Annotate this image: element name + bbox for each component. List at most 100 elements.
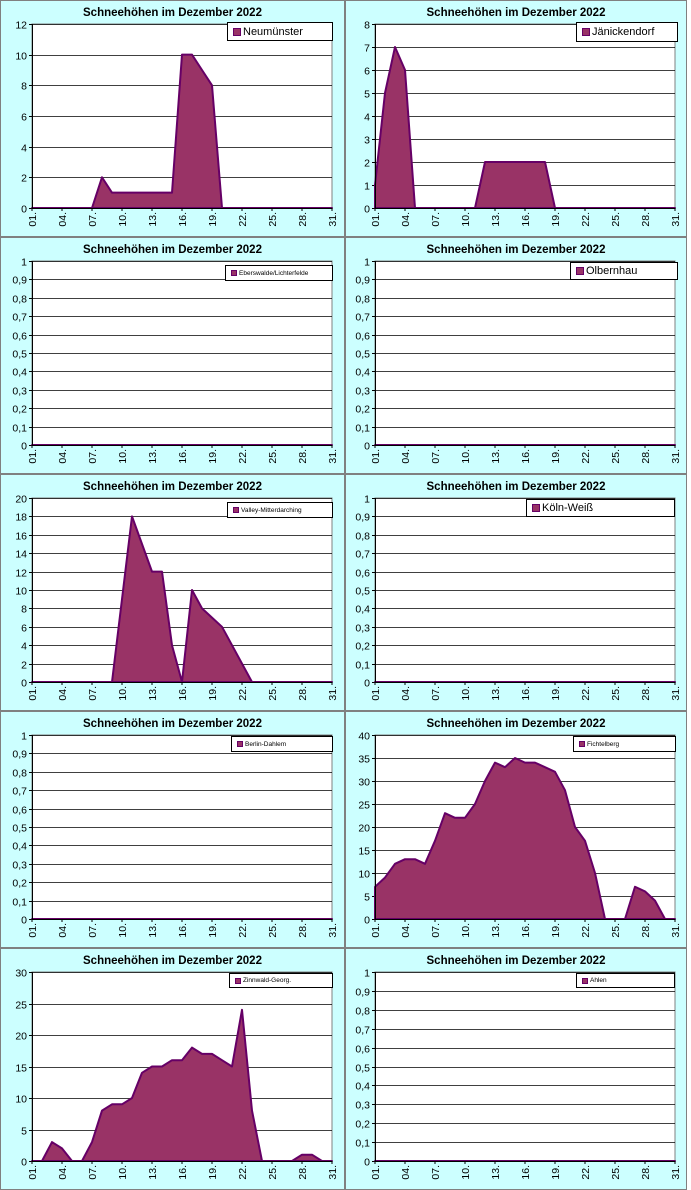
chart-panel-jaenickendorf: 0 1 2 3 4 5 6 7 8 01. 04. 07. 10. 13. 16. 19. 22. 25. 28. 3… (345, 0, 687, 237)
y-tick-label: 10 (358, 869, 370, 881)
chart-panel-olbernhau: 0 0,1 0,2 0,3 0,4 0,5 0,6 0,7 0,8 0,9 1 01. 04. 07. 10… (345, 237, 687, 474)
x-tick-label: 31. (670, 1165, 682, 1180)
y-tick-label: 0,9 (12, 275, 27, 287)
x-tick-label: 07. (87, 212, 99, 227)
x-tick-label: 19. (550, 449, 562, 464)
legend: Neumünster (227, 22, 333, 41)
x-tick-label: 28. (297, 212, 309, 227)
y-tick-label: 0,2 (12, 878, 27, 890)
legend-label: Berlin-Dahlem (245, 740, 287, 748)
y-tick-label: 0,8 (355, 1006, 370, 1018)
chart-title: Schneehöhen im Dezember 2022 (83, 718, 262, 730)
y-tick-label: 0,9 (355, 512, 370, 524)
y-tick-label: 1 (364, 494, 370, 506)
y-tick-label: 0,7 (12, 786, 27, 798)
y-tick-label: 0,1 (355, 423, 370, 435)
x-tick-label: 07. (87, 1165, 99, 1180)
legend-swatch (233, 507, 239, 513)
x-tick-label: 22. (237, 686, 249, 701)
y-tick-label: 0,2 (355, 404, 370, 416)
legend-label: Neumünster (243, 25, 303, 38)
chart-svg: 0 2 4 6 8 10 12 01. 04. 07. 10. 13. 16. 19. 22. 25. 28. 3… (15, 20, 339, 227)
y-tick-label: 0,3 (12, 386, 27, 398)
y-tick-label: 7 (364, 43, 370, 55)
legend-swatch (233, 27, 241, 36)
y-tick-label: 0,2 (355, 641, 370, 653)
x-tick-label: 10. (117, 686, 129, 701)
x-tick-label: 07. (87, 923, 99, 938)
x-tick-label: 19. (550, 1165, 562, 1180)
legend-swatch (235, 977, 241, 984)
x-tick-label: 19. (207, 686, 219, 701)
chart-panel-fichtelberg: 0 5 10 15 20 25 30 35 40 01. 04. 07. 10. 13. 16. 19. 22.… (345, 711, 687, 948)
y-tick-label: 0 (364, 678, 370, 690)
y-tick-label: 0,8 (355, 531, 370, 543)
x-tick-label: 04. (57, 1165, 69, 1180)
legend-label: Jänickendorf (592, 26, 655, 38)
x-tick-label: 22. (237, 1165, 249, 1180)
x-tick-label: 16. (520, 449, 532, 464)
y-tick-label: 0,3 (12, 860, 27, 872)
y-tick-label: 2 (21, 173, 27, 185)
y-tick-label: 5 (21, 1126, 27, 1138)
x-tick-label: 25. (267, 212, 279, 227)
x-tick-label: 22. (580, 923, 592, 938)
x-tick-label: 31. (327, 923, 339, 938)
y-tick-label: 0 (21, 1157, 27, 1169)
y-tick-label: 8 (21, 81, 27, 93)
legend-swatch (582, 977, 588, 984)
legend: Zinnwald-Georg. (229, 973, 333, 988)
x-tick-label: 10. (117, 1165, 129, 1180)
y-tick-label: 0 (364, 1157, 370, 1169)
legend-swatch (582, 28, 590, 36)
legend-label: Köln-Weiß (542, 502, 594, 514)
x-tick-label: 16. (177, 923, 189, 938)
y-tick-label: 0,4 (355, 604, 370, 616)
chart-svg: 0 5 10 15 20 25 30 01. 04. 07. 10. 13. 16. 19. 22. 25. 2… (15, 968, 339, 1180)
x-tick-label: 28. (640, 449, 652, 464)
x-tick-label: 04. (400, 923, 412, 938)
x-tick-label: 31. (327, 1165, 339, 1180)
x-tick-label: 07. (87, 449, 99, 464)
y-tick-label: 30 (15, 968, 27, 980)
x-tick-label: 22. (237, 449, 249, 464)
x-tick-label: 01. (370, 212, 382, 227)
y-tick-label: 25 (358, 800, 370, 812)
plot-area (374, 260, 676, 446)
x-tick-label: 13. (490, 923, 502, 938)
x-tick-label: 10. (460, 1165, 472, 1180)
y-tick-label: 15 (15, 1063, 27, 1075)
y-tick-label: 4 (21, 143, 27, 155)
x-tick-label: 28. (297, 1165, 309, 1180)
x-tick-label: 10. (117, 212, 129, 227)
legend-label: Ahlen (590, 977, 607, 984)
y-tick-label: 1 (364, 181, 370, 193)
chart-title: Schneehöhen im Dezember 2022 (83, 244, 262, 256)
y-tick-label: 0,3 (355, 623, 370, 635)
legend-label: Olbernhau (586, 265, 638, 277)
x-tick-label: 07. (430, 449, 442, 464)
x-tick-label: 22. (580, 449, 592, 464)
y-tick-label: 10 (15, 586, 27, 598)
y-tick-label: 40 (358, 731, 370, 743)
x-tick-label: 31. (327, 686, 339, 701)
x-tick-label: 07. (87, 686, 99, 701)
y-tick-label: 0,9 (355, 275, 370, 287)
plot-area (374, 497, 676, 683)
y-tick-label: 0,5 (12, 823, 27, 835)
y-tick-label: 0,6 (355, 331, 370, 343)
x-tick-label: 16. (520, 212, 532, 227)
x-tick-label: 31. (670, 923, 682, 938)
x-tick-label: 19. (550, 212, 562, 227)
chart-svg: 0 0,1 0,2 0,3 0,4 0,5 0,6 0,7 0,8 0,9 1 01. 04. 07. 10… (355, 257, 682, 464)
legend-label: Zinnwald-Georg. (243, 977, 292, 984)
x-tick-label: 31. (670, 212, 682, 227)
x-tick-label: 04. (400, 212, 412, 227)
y-tick-label: 5 (364, 892, 370, 904)
chart-svg: 0 0,1 0,2 0,3 0,4 0,5 0,6 0,7 0,8 0,9 1 01. 04. 07. 10… (355, 968, 682, 1180)
x-tick-label: 16. (177, 449, 189, 464)
x-tick-label: 04. (57, 449, 69, 464)
x-tick-label: 10. (117, 449, 129, 464)
x-tick-label: 22. (580, 1165, 592, 1180)
legend: Köln-Weiß (526, 499, 675, 517)
